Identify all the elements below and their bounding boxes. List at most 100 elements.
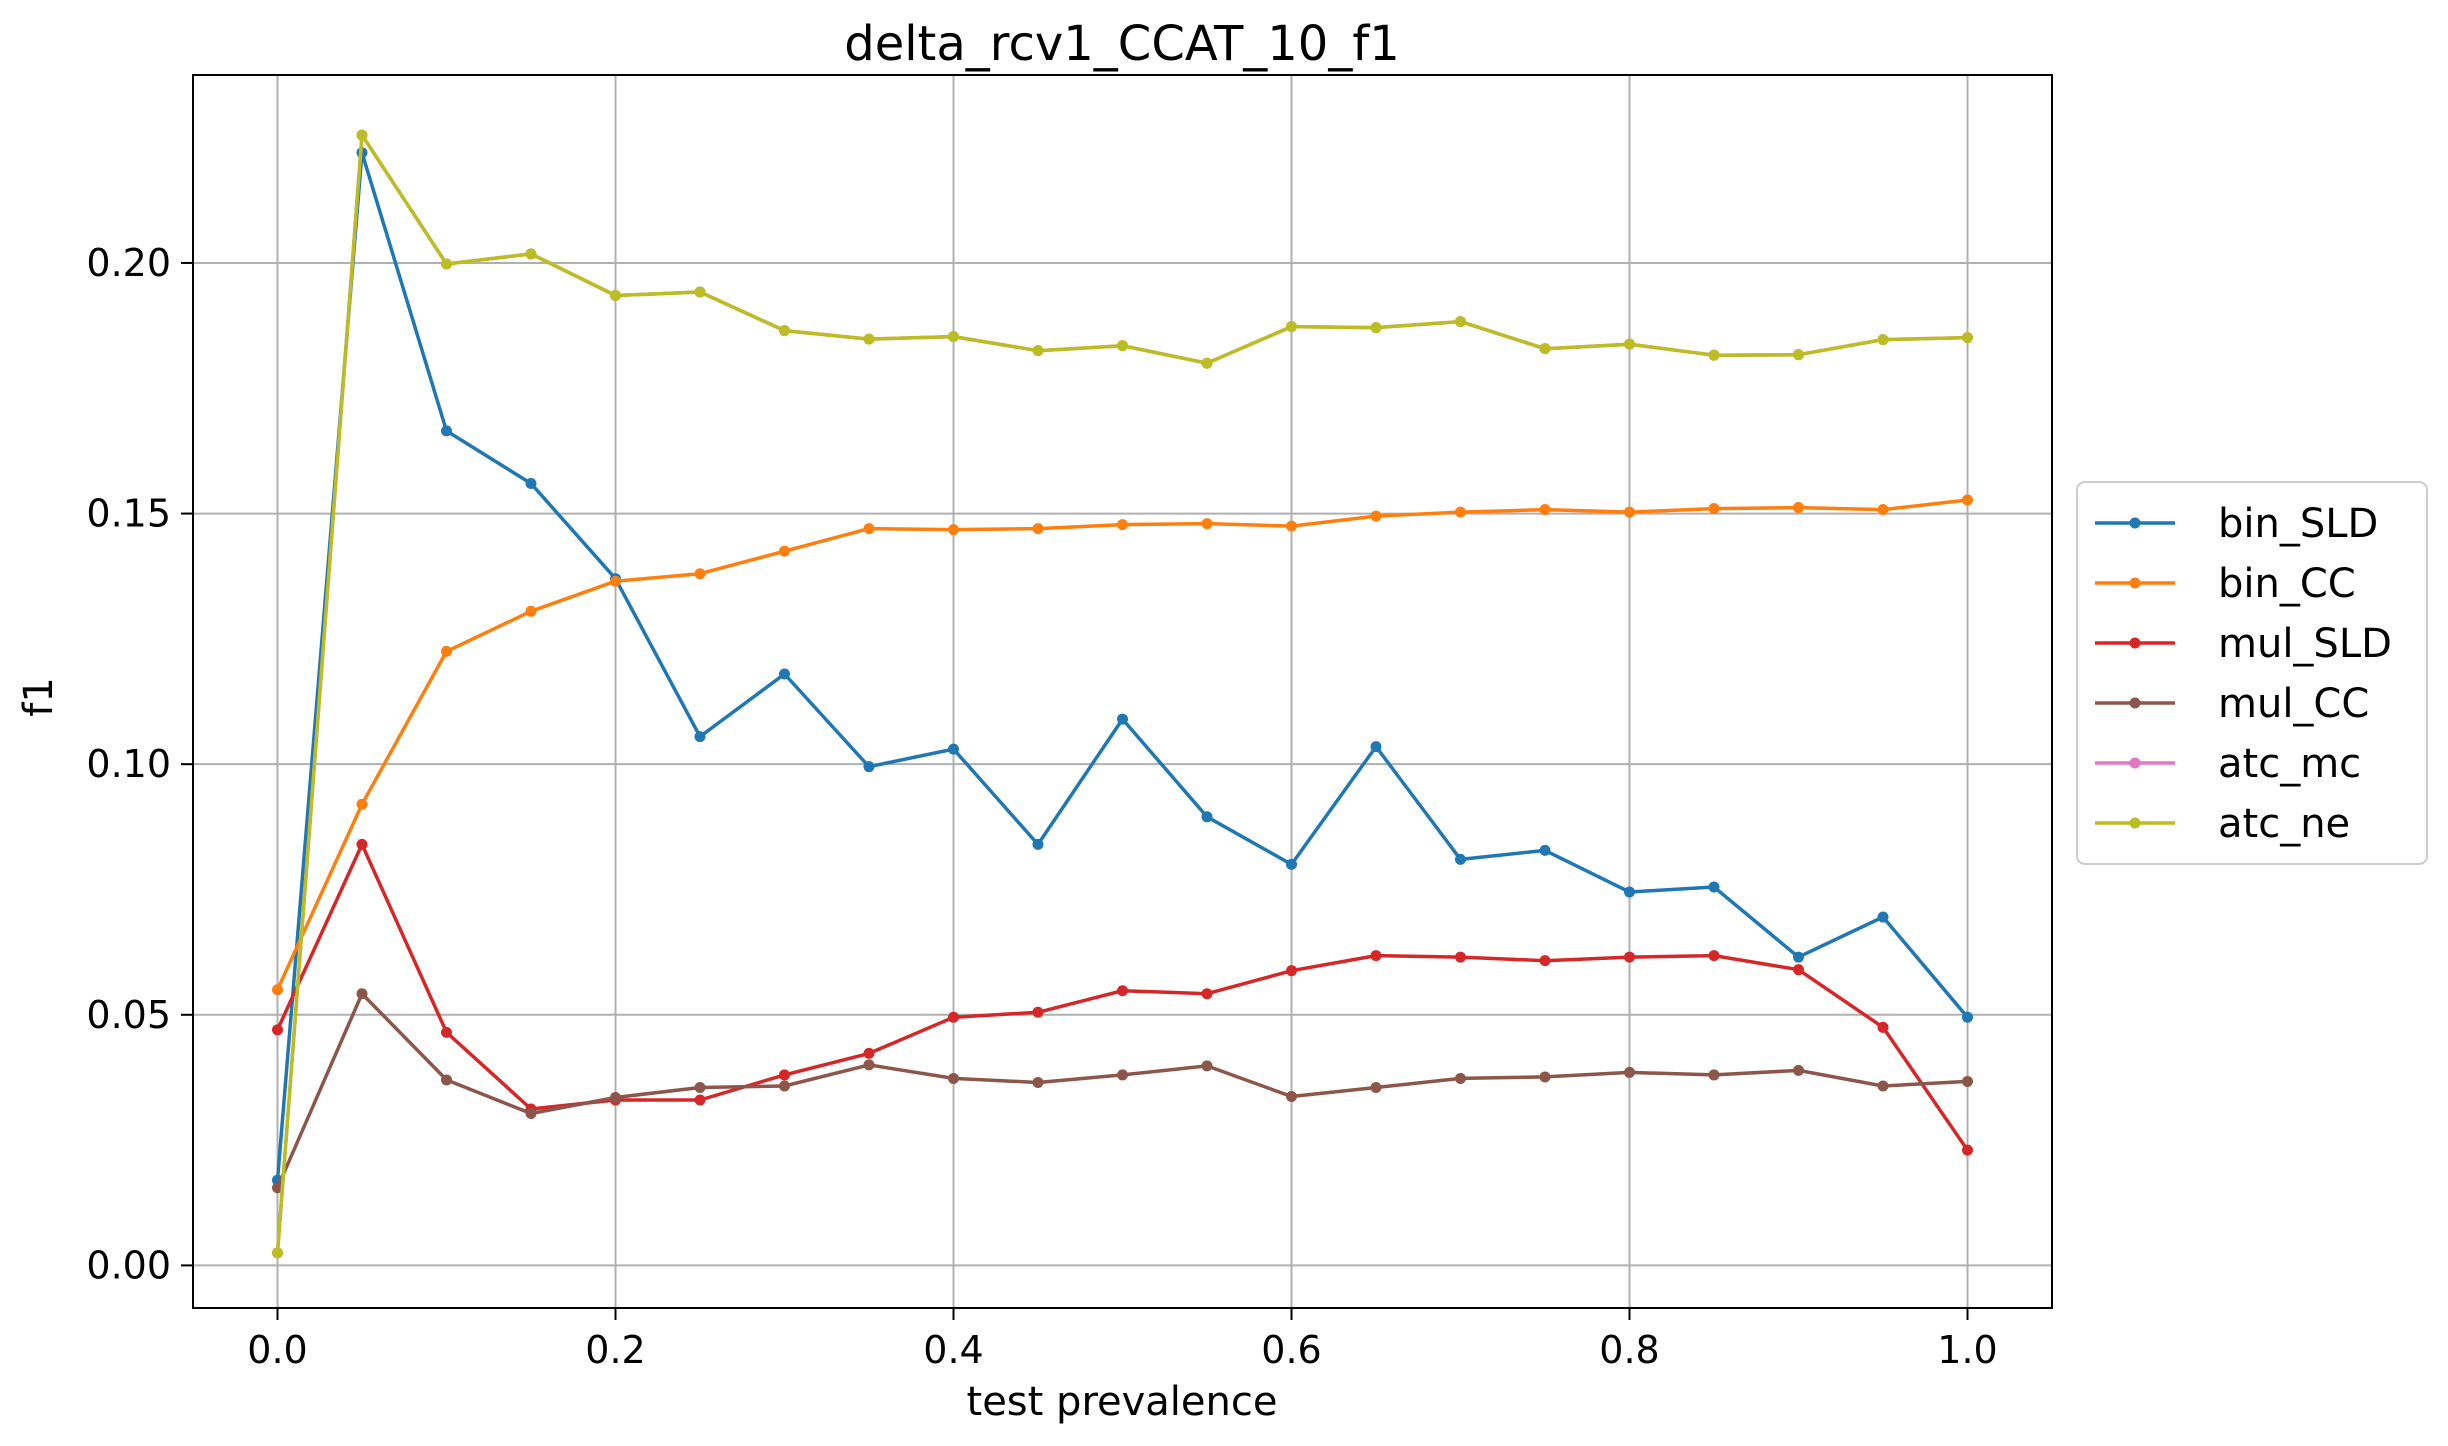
data-point (694, 1081, 706, 1093)
legend-label: mul_CC (2218, 681, 2369, 727)
data-point (1370, 741, 1382, 753)
legend-item: mul_SLD (2095, 621, 2392, 667)
data-point (1624, 506, 1635, 518)
data-point (1370, 950, 1382, 962)
data-point (863, 1047, 875, 1059)
legend-marker (2129, 757, 2141, 769)
data-point (1624, 886, 1635, 898)
series-bin_CC (272, 494, 1973, 996)
data-point (1793, 1064, 1804, 1076)
data-point (1877, 911, 1889, 923)
data-point (1539, 1071, 1551, 1083)
data-point (1708, 503, 1720, 515)
data-point (1201, 1060, 1213, 1072)
data-point (610, 290, 621, 302)
data-point (1708, 950, 1720, 962)
legend-label: atc_mc (2218, 741, 2361, 787)
series-mul_CC (272, 988, 1973, 1194)
y-tick-label: 0.10 (86, 742, 171, 786)
data-point (1286, 1090, 1297, 1102)
data-point (1708, 881, 1720, 893)
data-point (1032, 1076, 1044, 1088)
data-point (1877, 1080, 1889, 1092)
legend-label: bin_SLD (2218, 501, 2378, 547)
data-point (1539, 504, 1551, 516)
y-tick-label: 0.05 (86, 993, 171, 1037)
data-point (1624, 338, 1635, 350)
data-point (441, 258, 452, 270)
data-point (1370, 510, 1382, 522)
x-tick-label: 0.2 (585, 1328, 645, 1372)
data-point (1032, 838, 1044, 850)
data-point (1708, 1069, 1720, 1081)
data-point (1962, 1144, 1973, 1156)
data-point (1962, 1011, 1973, 1023)
data-point (1117, 340, 1128, 352)
data-point (1117, 519, 1128, 531)
y-axis-ticks: 0.00 0.05 0.10 0.15 0.20 (86, 241, 193, 1287)
series-mul_SLD (272, 838, 1973, 1156)
data-point (1286, 321, 1297, 333)
data-point (1117, 1069, 1128, 1081)
y-tick-label: 0.20 (86, 241, 171, 285)
data-point (1286, 965, 1297, 977)
legend-item: atc_mc (2095, 741, 2361, 787)
chart-title: delta_rcv1_CCAT_10_f1 (844, 16, 1400, 72)
data-point (1455, 853, 1466, 865)
data-point (1455, 951, 1466, 963)
legend-marker (2129, 637, 2141, 649)
data-point (1032, 1006, 1044, 1018)
x-tick-label: 1.0 (1937, 1328, 1997, 1372)
data-point (525, 605, 537, 617)
data-point (863, 333, 875, 345)
data-point (948, 331, 959, 343)
legend-label: mul_SLD (2218, 621, 2392, 667)
data-point (356, 838, 368, 850)
data-point (272, 984, 283, 996)
legend-label: bin_CC (2218, 561, 2356, 607)
data-point (1032, 345, 1044, 357)
data-point (1370, 322, 1382, 334)
data-point (356, 798, 368, 810)
data-point (1877, 1021, 1889, 1033)
legend-item: atc_ne (2095, 801, 2350, 847)
data-point (356, 988, 368, 1000)
legend-item: bin_CC (2095, 561, 2356, 607)
data-point (1370, 1081, 1382, 1093)
x-tick-label: 0.4 (923, 1328, 983, 1372)
data-point (1624, 951, 1635, 963)
data-point (1455, 1072, 1466, 1084)
data-point (1962, 494, 1973, 506)
data-point (1539, 343, 1551, 355)
data-point (1877, 504, 1889, 516)
data-point (779, 325, 790, 337)
data-point (1201, 811, 1213, 823)
data-point (525, 248, 537, 260)
data-point (441, 1074, 452, 1086)
legend: bin_SLD bin_CC mul_SLD mul_CC atc_mc atc_ne (2076, 481, 2428, 865)
data-point (525, 477, 537, 489)
y-tick-label: 0.15 (86, 492, 171, 536)
data-point (694, 568, 706, 580)
data-point (272, 1024, 283, 1036)
x-tick-label: 0.8 (1599, 1328, 1659, 1372)
x-tick-label: 0.0 (247, 1328, 307, 1372)
data-point (356, 129, 368, 141)
data-point (1539, 844, 1551, 856)
data-point (1708, 349, 1720, 361)
data-point (1962, 1075, 1973, 1087)
data-point (272, 1247, 283, 1259)
legend-box (2076, 481, 2428, 865)
data-point (1793, 502, 1804, 514)
data-point (1624, 1066, 1635, 1078)
data-point (1201, 357, 1213, 369)
data-point (948, 1072, 959, 1084)
data-point (779, 545, 790, 557)
y-axis-label: f1 (16, 677, 62, 717)
data-point (1962, 332, 1973, 344)
data-point (1201, 518, 1213, 530)
series-layer (272, 129, 1973, 1259)
data-point (948, 1011, 959, 1023)
data-point (863, 523, 875, 535)
legend-item: mul_CC (2095, 681, 2369, 727)
